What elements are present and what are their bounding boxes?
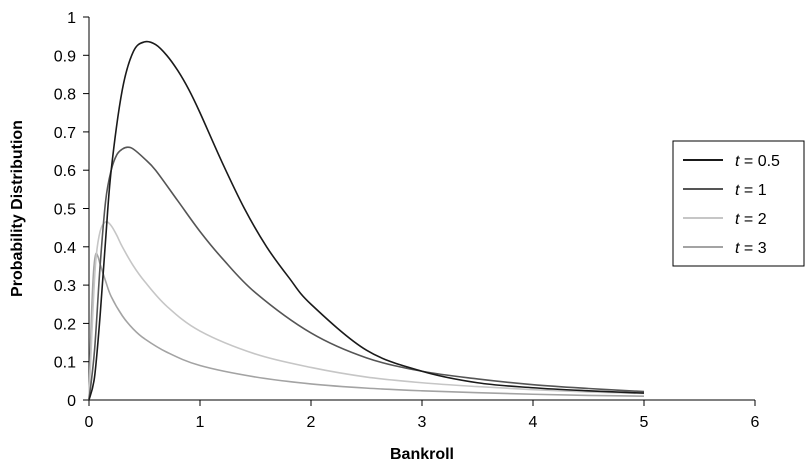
legend-variable: t [735, 182, 740, 199]
series-line-2 [88, 146, 645, 401]
y-tick-label: 1 [67, 10, 76, 27]
y-tick-label: 0.8 [54, 87, 76, 104]
legend-value: = 1 [739, 182, 766, 199]
legend-value: = 2 [739, 211, 766, 228]
x-tick-label: 6 [751, 414, 760, 431]
legend-value: = 3 [739, 240, 766, 257]
y-tick-label: 0.4 [54, 240, 76, 257]
legend-items: t = 0.5t = 1t = 2t = 3 [683, 153, 780, 257]
y-tick-label: 0.6 [54, 163, 76, 180]
x-axis-title: Bankroll [390, 446, 454, 463]
y-tick-label: 0.2 [54, 316, 76, 333]
series-line-1 [88, 40, 645, 401]
x-tick-label: 2 [307, 414, 316, 431]
x-tick-label: 5 [640, 414, 649, 431]
x-tick-label: 1 [196, 414, 205, 431]
series-line-4 [88, 252, 645, 401]
x-tick-label: 3 [418, 414, 427, 431]
x-ticks: 0 1 2 3 4 5 6 [85, 400, 760, 431]
legend-box [672, 140, 805, 267]
series-line-3 [88, 220, 645, 401]
series-lines [88, 40, 645, 401]
axes [88, 17, 755, 401]
legend-variable: t [735, 153, 740, 170]
legend-variable: t [735, 211, 740, 228]
legend: t = 0.5t = 1t = 2t = 3 [672, 140, 805, 267]
y-tick-label: 0.5 [54, 202, 76, 219]
y-tick-label: 0.7 [54, 125, 76, 142]
legend-label-1: t = 0.5 [735, 153, 780, 170]
legend-variable: t [735, 240, 740, 257]
legend-label-4: t = 3 [735, 240, 767, 257]
x-tick-label: 4 [529, 414, 538, 431]
y-tick-label: 0.3 [54, 278, 76, 295]
x-tick-label: 0 [85, 414, 94, 431]
y-ticks: 0 0.1 0.2 0.3 0.4 0.5 0.6 0.7 0.8 0.9 1 [54, 10, 89, 410]
legend-label-3: t = 2 [735, 211, 767, 228]
y-tick-label: 0 [67, 393, 76, 410]
legend-value: = 0.5 [739, 153, 780, 170]
y-tick-label: 0.9 [54, 48, 76, 65]
y-axis-title: Probability Distribution [9, 120, 26, 297]
legend-label-2: t = 1 [735, 182, 767, 199]
y-tick-label: 0.1 [54, 355, 76, 372]
